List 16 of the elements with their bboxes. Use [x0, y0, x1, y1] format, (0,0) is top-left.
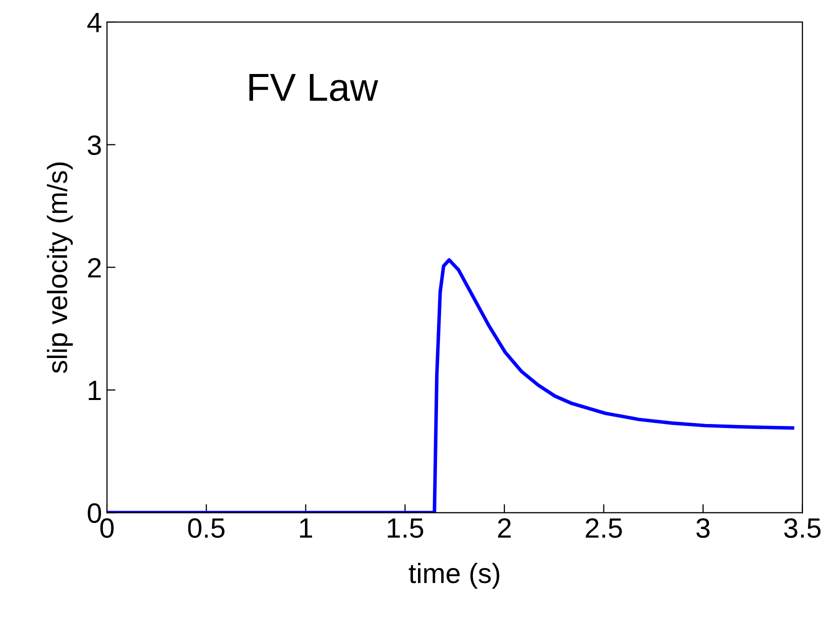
- annotation: FV Law: [249, 74, 378, 102]
- x-tick-label: 2.5: [586, 518, 622, 538]
- y-axis-title: slip velocity (m/s): [46, 162, 73, 374]
- x-tick-label: 0.5: [188, 518, 224, 538]
- y-tick-label: 1: [88, 380, 101, 400]
- x-tick-label: 2: [498, 518, 511, 538]
- y-tick-label: 0: [88, 503, 102, 523]
- x-axis-title: time (s): [408, 562, 500, 589]
- x-tick-label: 1: [300, 518, 312, 538]
- x-tick-label: 3: [696, 518, 710, 538]
- y-tick-label: 2: [88, 258, 101, 278]
- y-tick-label: 4: [87, 12, 102, 32]
- x-tick-label: 3.5: [784, 518, 821, 538]
- y-tick-label: 3: [88, 135, 101, 156]
- x-tick-label: 1.5: [388, 518, 424, 538]
- line-series: [106, 258, 794, 513]
